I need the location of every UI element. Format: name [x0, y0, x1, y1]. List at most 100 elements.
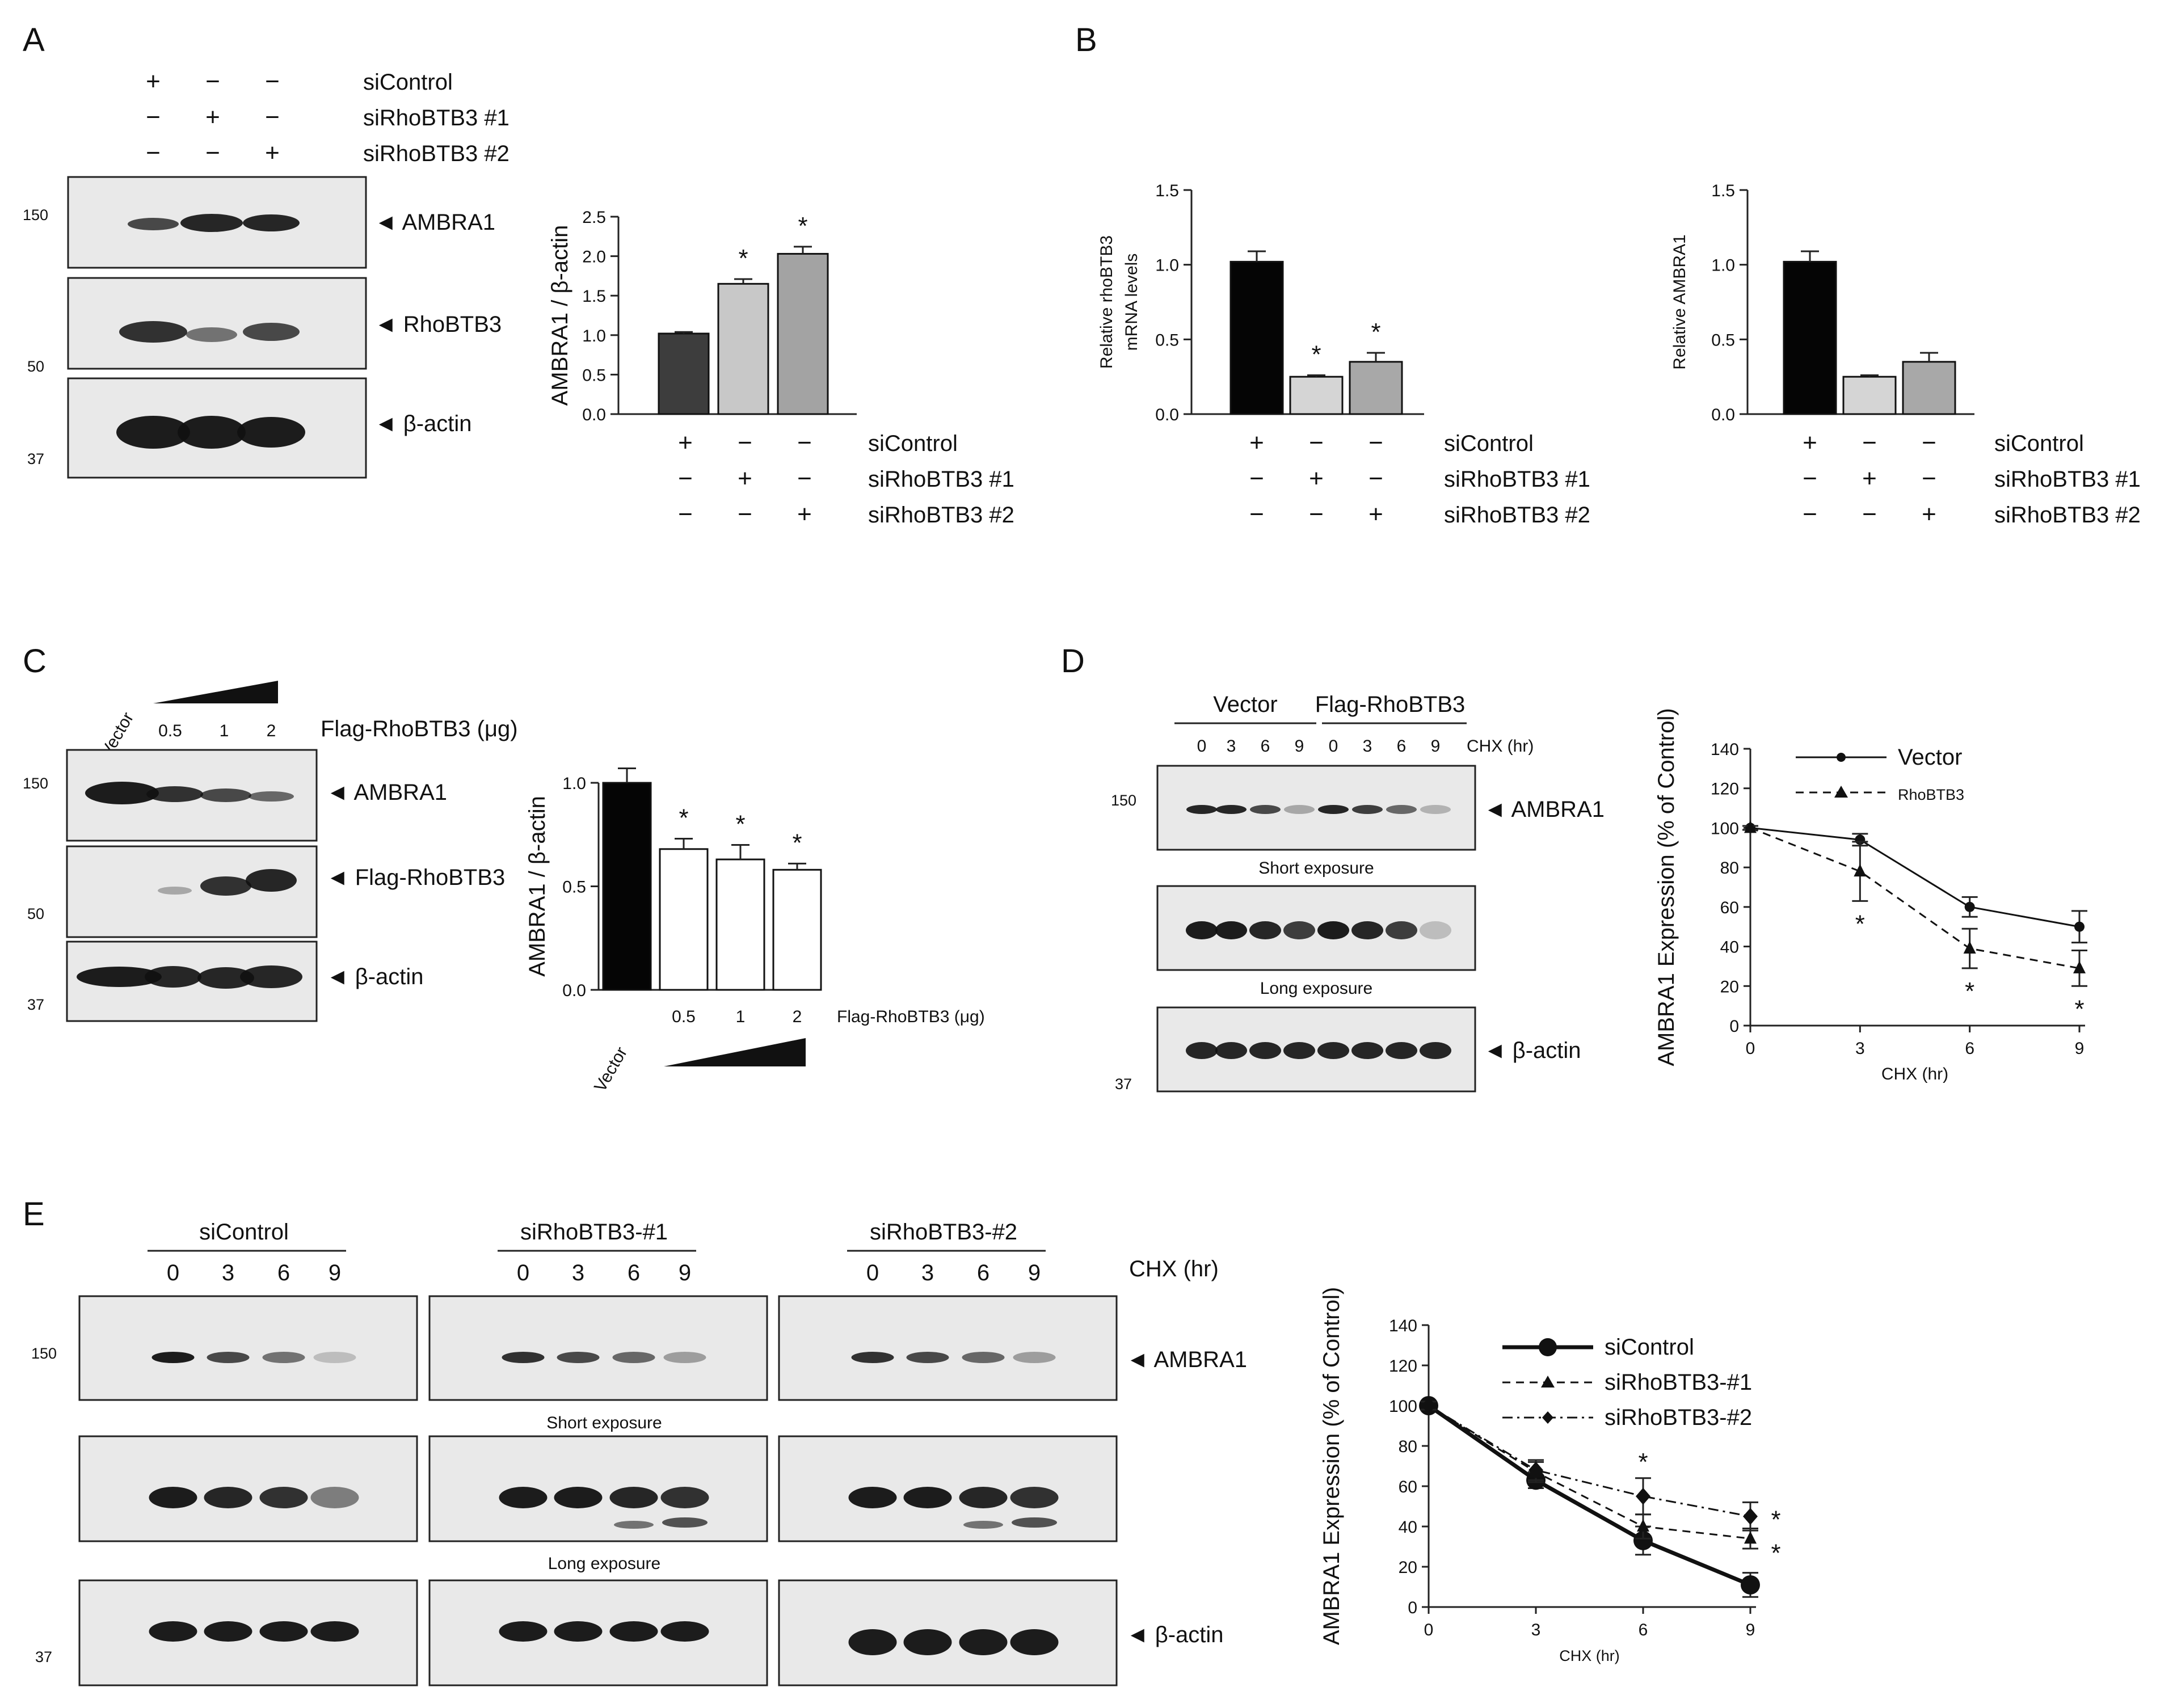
- blot-band: [1351, 1042, 1383, 1059]
- panel-letter: E: [23, 1196, 45, 1233]
- minus-sign: −: [1249, 465, 1264, 492]
- legend-marker: [1541, 1376, 1555, 1388]
- legend-label: Vector: [1898, 745, 1962, 770]
- minus-sign: −: [1922, 465, 1936, 492]
- bar: [715, 858, 765, 991]
- blot-band: [962, 1352, 1005, 1363]
- y-tick-label: 1.0: [1155, 256, 1179, 275]
- minus-sign: −: [1922, 429, 1936, 457]
- dose-label: 2: [267, 722, 276, 740]
- blot-band: [1420, 1042, 1451, 1059]
- time-label: 0: [1197, 737, 1207, 756]
- blot-band: [149, 1487, 197, 1508]
- y-tick-label: 0.5: [582, 366, 606, 385]
- label-b-actin: ◄ β-actin: [374, 411, 472, 436]
- row-label-sirhobtb3-2: siRhoBTB3 #2: [1444, 503, 1590, 528]
- row-label-sirhobtb3-1: siRhoBTB3 #1: [1994, 467, 2141, 492]
- blot-band: [554, 1487, 603, 1508]
- minus-sign: −: [678, 500, 693, 528]
- bar: [1289, 376, 1344, 415]
- blot-band: [609, 1487, 658, 1508]
- plus-sign: +: [678, 429, 693, 457]
- blot-band: [128, 218, 179, 230]
- minus-sign: −: [205, 68, 220, 95]
- panel-letter: B: [1075, 22, 1097, 58]
- flag-rhobtb3-header: Flag-RhoBTB3 (μg): [321, 716, 518, 741]
- minus-sign: −: [1803, 500, 1817, 528]
- x-tick-label: 9: [2075, 1039, 2085, 1058]
- chx-label: CHX (hr): [1129, 1256, 1219, 1281]
- panel-d: Vector Flag-RhoBTB3 0 3 6 9 0 3 6 9 CHX (hr) Short …: [1111, 692, 2087, 1093]
- plus-sign: +: [1368, 500, 1383, 528]
- blot-band: [1283, 1042, 1315, 1059]
- data-point: [1636, 1487, 1650, 1505]
- time-label: 9: [679, 1260, 691, 1285]
- short-exposure-label: Short exposure: [1258, 859, 1374, 878]
- series-line: [1428, 1405, 1751, 1540]
- blot-band: [660, 1487, 709, 1508]
- blot-band: [116, 416, 190, 449]
- data-point: [1528, 1461, 1543, 1479]
- bar: [1229, 260, 1284, 415]
- mw-37: 37: [1115, 1076, 1132, 1093]
- significance-star: *: [1638, 1448, 1648, 1476]
- x-tick-label: 3: [1855, 1039, 1865, 1058]
- data-point: [1633, 1530, 1653, 1550]
- label-ambra1: ◄ AMBRA1: [326, 780, 447, 805]
- legend-label: RhoBTB3: [1898, 786, 1964, 803]
- y-tick-label: 100: [1711, 819, 1739, 838]
- blot-band: [313, 1352, 356, 1363]
- blot-band: [848, 1629, 897, 1655]
- time-label: 6: [977, 1260, 989, 1285]
- blot-band: [246, 869, 297, 892]
- significance-star: *: [679, 804, 688, 832]
- row-label-sicontrol: siControl: [1994, 431, 2084, 456]
- row-label-sirhobtb3-1: siRhoBTB3 #1: [1444, 467, 1590, 492]
- time-label: 9: [1295, 737, 1304, 756]
- plus-sign: +: [1309, 465, 1324, 492]
- series-line: [1428, 1405, 1751, 1517]
- bar: [1349, 361, 1403, 415]
- significance-star: *: [735, 811, 745, 838]
- time-label: 6: [1261, 737, 1270, 756]
- blot-band: [204, 1621, 252, 1642]
- blot-band: [146, 786, 203, 802]
- data-point: [1637, 1519, 1649, 1532]
- y-tick-label: 60: [1399, 1478, 1417, 1496]
- y-tick-label: 120: [1389, 1357, 1417, 1376]
- minus-sign: −: [1249, 500, 1264, 528]
- dose-label: 0.5: [158, 722, 182, 740]
- bar: [1783, 260, 1837, 415]
- bar: [1842, 376, 1897, 415]
- blot-band: [204, 1487, 252, 1508]
- time-label: 3: [1227, 737, 1236, 756]
- data-point: [1854, 864, 1867, 877]
- x-tick-label: 6: [1639, 1621, 1648, 1639]
- group-header: siRhoBTB3-#2: [870, 1220, 1017, 1245]
- blot-band: [310, 1487, 359, 1508]
- blot-band: [499, 1487, 548, 1508]
- row-label-sicontrol: siControl: [1444, 431, 1534, 456]
- bar: [659, 848, 709, 991]
- blot-ambra1-long: [1156, 885, 1476, 971]
- mw-37: 37: [27, 996, 44, 1013]
- time-label: 3: [572, 1260, 584, 1285]
- label-rhobtb3: ◄ RhoBTB3: [374, 312, 502, 337]
- blot-band: [609, 1621, 658, 1642]
- time-label: 9: [1028, 1260, 1041, 1285]
- minus-sign: −: [738, 500, 752, 528]
- row-label-sicontrol: siControl: [868, 431, 958, 456]
- panel-b: 0.0 0.5 1.0 1.5 * * Relative rhoBTB3 mRNA level…: [1097, 182, 2141, 528]
- time-label: 6: [1397, 737, 1407, 756]
- time-label: 3: [222, 1260, 234, 1285]
- blot-band: [1249, 1042, 1281, 1059]
- panel-c: Vector 0.5 1 2 Flag-RhoBTB3 (μg) ◄ AMBRA1 ◄ Fl…: [23, 681, 985, 1095]
- y-tick-label: 2.5: [582, 208, 606, 227]
- blot-band: [119, 321, 187, 343]
- y-tick-label: 0.0: [582, 406, 606, 424]
- blot-band: [259, 1621, 308, 1642]
- significance-star: *: [1311, 341, 1321, 369]
- time-label: 6: [277, 1260, 290, 1285]
- series-line: [1750, 827, 2080, 969]
